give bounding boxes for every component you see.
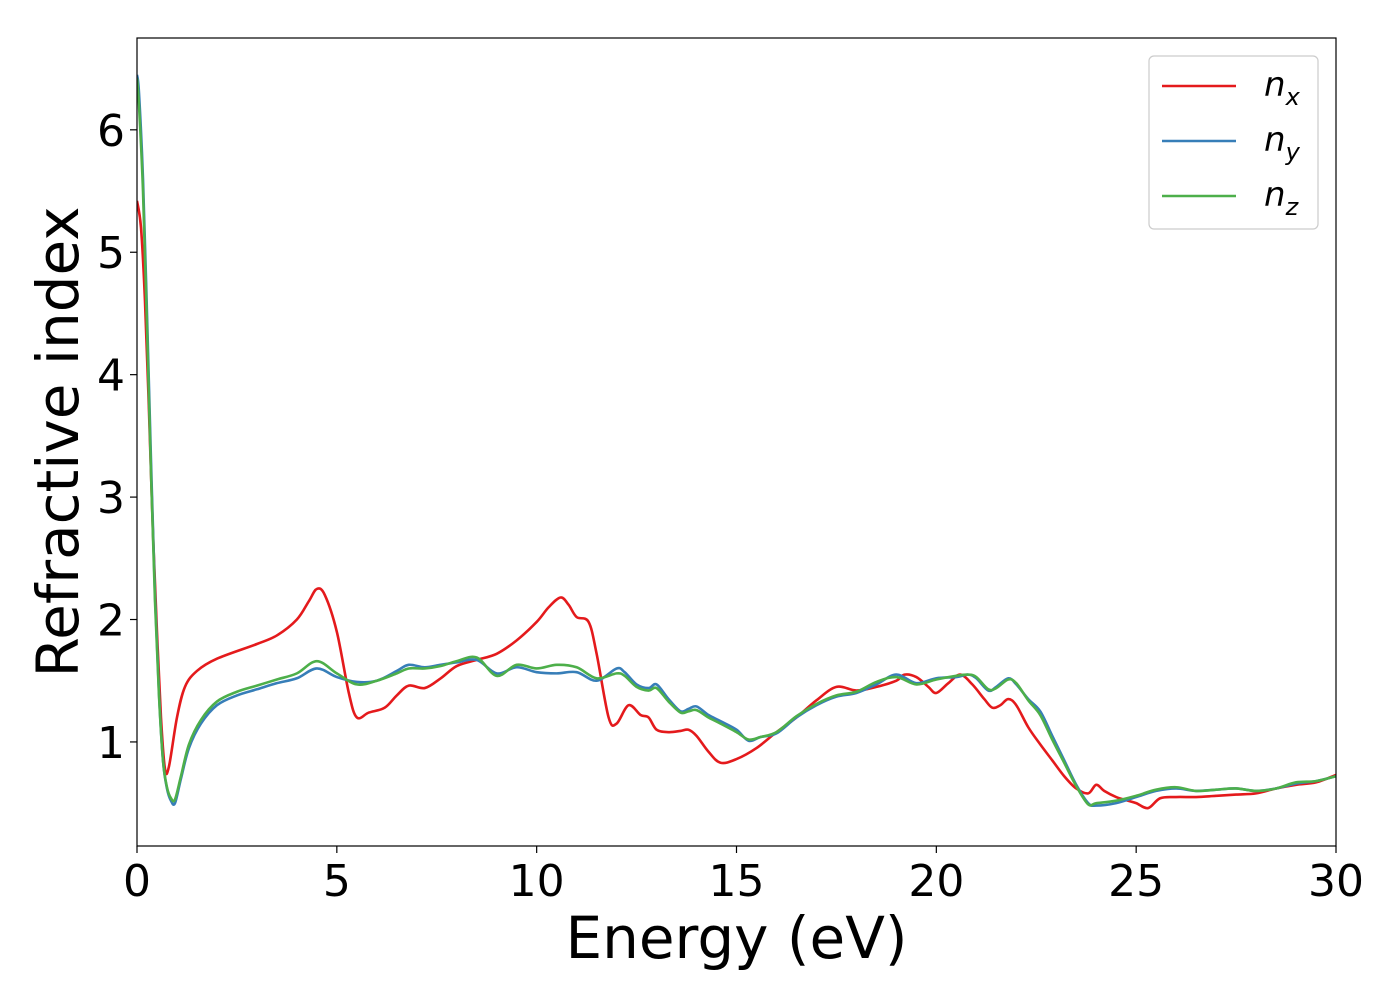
x-tick-label: 30 bbox=[1308, 856, 1364, 907]
y-tick-label: 2 bbox=[97, 596, 125, 647]
legend-label-main: n bbox=[1264, 65, 1286, 105]
series-line-nz bbox=[137, 78, 1336, 807]
x-tick-label: 0 bbox=[123, 856, 151, 907]
plot-area bbox=[137, 38, 1336, 846]
legend-label-nx: nx bbox=[1264, 65, 1301, 111]
x-axis-title: Energy (eV) bbox=[565, 904, 907, 972]
x-tick-label: 5 bbox=[323, 856, 351, 907]
legend-label-subscript: x bbox=[1285, 83, 1301, 111]
x-axis-ticks: 0 5 10 15 20 25 30 bbox=[123, 846, 1364, 907]
legend-label-subscript: y bbox=[1285, 138, 1301, 166]
x-tick-label: 25 bbox=[1108, 856, 1164, 907]
series-layer bbox=[137, 74, 1336, 810]
y-tick-label: 5 bbox=[97, 228, 125, 279]
series-line-nx bbox=[137, 200, 1336, 810]
y-tick-label: 3 bbox=[97, 473, 125, 524]
y-axis-ticks: 1 2 3 4 5 6 bbox=[97, 106, 137, 769]
x-tick-label: 15 bbox=[709, 856, 765, 907]
x-tick-label: 10 bbox=[509, 856, 565, 907]
legend-label-nz: nz bbox=[1264, 175, 1300, 221]
y-tick-label: 6 bbox=[97, 106, 125, 157]
legend-box bbox=[1148, 55, 1319, 230]
y-tick-label: 4 bbox=[97, 351, 125, 402]
x-tick-label: 20 bbox=[908, 856, 964, 907]
legend-label-main: n bbox=[1264, 175, 1286, 215]
y-axis-title: Refractive index bbox=[24, 206, 92, 677]
legend-label-ny: ny bbox=[1264, 120, 1301, 166]
legend-label-subscript: z bbox=[1285, 193, 1300, 221]
y-tick-label: 1 bbox=[97, 718, 125, 769]
legend-label-main: n bbox=[1264, 120, 1286, 160]
